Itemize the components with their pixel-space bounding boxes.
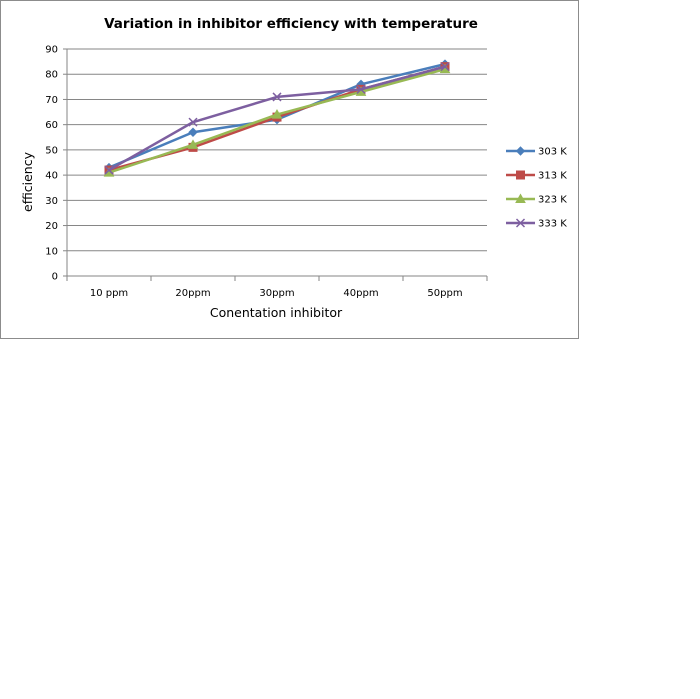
x-tick-label-3: 40ppm bbox=[343, 288, 378, 299]
x-tick-label-0: 10 ppm bbox=[90, 288, 128, 299]
series-333k bbox=[104, 62, 450, 175]
point-333k-2-b bbox=[272, 92, 282, 102]
chart-svg: Variation in inhibitor efficiency with t… bbox=[20, 16, 567, 320]
series-layer bbox=[103, 59, 451, 177]
legend-item-313k: 313 K bbox=[506, 170, 567, 182]
legend-item-333k: 333 K bbox=[506, 218, 567, 230]
y-tick-label-80: 80 bbox=[45, 70, 58, 81]
x-tick-label-4: 50ppm bbox=[427, 288, 462, 299]
point-333k-3-b bbox=[356, 84, 366, 94]
legend-marker-333k-b bbox=[515, 218, 526, 228]
legend-label-313k: 313 K bbox=[538, 171, 567, 182]
legend-label-333k: 333 K bbox=[538, 219, 567, 230]
point-323k-2 bbox=[271, 109, 283, 119]
legend-item-323k: 323 K bbox=[506, 193, 567, 206]
y-tick-label-20: 20 bbox=[45, 221, 58, 232]
legend-marker-303k bbox=[515, 146, 526, 156]
legend-item-303k: 303 K bbox=[506, 146, 567, 158]
legend-label-303k: 303 K bbox=[538, 147, 567, 158]
x-tick-label-2: 30ppm bbox=[259, 288, 294, 299]
y-tick-label-60: 60 bbox=[45, 120, 58, 131]
point-333k-0-b bbox=[104, 165, 114, 175]
y-tick-label-10: 10 bbox=[45, 246, 58, 257]
y-tick-label-90: 90 bbox=[45, 45, 58, 56]
point-333k-4 bbox=[440, 62, 450, 72]
point-333k-1-b bbox=[188, 117, 198, 127]
legend: 303 K 313 K 323 K 333 K bbox=[506, 146, 567, 230]
point-333k-2 bbox=[272, 92, 282, 102]
y-tick-label-50: 50 bbox=[45, 145, 58, 156]
point-333k-3 bbox=[356, 84, 366, 94]
legend-label-323k: 323 K bbox=[538, 195, 567, 206]
chart-title: Variation in inhibitor efficiency with t… bbox=[104, 16, 478, 32]
legend-marker-313k bbox=[516, 170, 525, 180]
point-333k-4-b bbox=[440, 62, 450, 72]
y-tick-label-70: 70 bbox=[45, 95, 58, 106]
legend-marker-333k bbox=[515, 218, 526, 228]
point-333k-1 bbox=[188, 117, 198, 127]
legend-marker-323k bbox=[515, 193, 526, 203]
series-323k bbox=[103, 63, 451, 177]
axes bbox=[63, 48, 488, 281]
y-tick-label-40: 40 bbox=[45, 171, 58, 182]
x-axis-label: Conentation inhibitor bbox=[210, 305, 343, 320]
x-tick-label-1: 20ppm bbox=[175, 288, 210, 299]
y-tick-label-30: 30 bbox=[45, 196, 58, 207]
point-303k-1 bbox=[188, 127, 198, 137]
y-axis-label: efficiency bbox=[20, 151, 35, 212]
gridlines bbox=[67, 48, 487, 252]
tick-labels: 0 10 20 30 40 50 60 70 80 90 10 ppm 20ppm 30ppm 40ppm… bbox=[45, 45, 462, 300]
point-323k-1 bbox=[187, 139, 199, 149]
chart-frame: Variation in inhibitor efficiency with t… bbox=[0, 0, 579, 339]
point-333k-0 bbox=[104, 165, 114, 175]
y-tick-label-0: 0 bbox=[52, 272, 58, 283]
